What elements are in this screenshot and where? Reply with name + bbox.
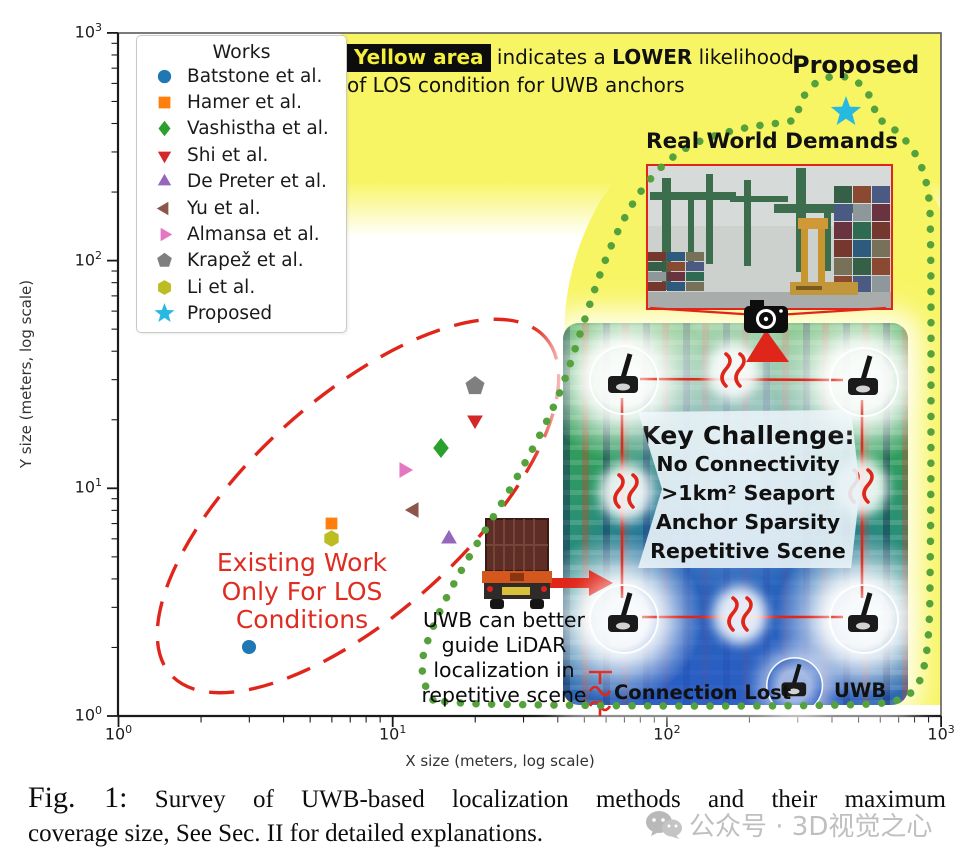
square-icon xyxy=(151,94,177,111)
y-axis-label: Y size (meters, log scale) xyxy=(17,279,35,469)
pentagon-icon xyxy=(151,252,177,269)
data-point-hexagon xyxy=(322,529,341,548)
yellow-area-note: Yellow area indicates a LOWER likelihood… xyxy=(347,44,794,97)
legend-item-label: Shi et al. xyxy=(187,144,269,166)
y-tick-label: 103 xyxy=(74,20,102,42)
x-tick-label: 102 xyxy=(653,723,681,744)
proposed-label: Proposed xyxy=(792,51,920,79)
legend-item: Vashistha et al. xyxy=(137,116,346,142)
legend-item-label: Yu et al. xyxy=(187,197,261,219)
existing-work-note: Existing Work Only For LOS Conditions xyxy=(216,548,388,634)
legend-item: Yu et al. xyxy=(137,195,346,221)
x-tick-label: 103 xyxy=(927,723,955,744)
photo-projection-lines xyxy=(649,306,887,317)
los-ellipse xyxy=(155,317,561,695)
legend-item: Li et al. xyxy=(137,274,346,300)
legend-item: Krapež et al. xyxy=(137,248,346,274)
data-point-triangle-down xyxy=(465,410,485,430)
seaport-photo xyxy=(646,164,893,310)
legend-item-label: Hamer et al. xyxy=(187,92,303,114)
legend-item: Hamer et al. xyxy=(137,89,346,115)
x-tick-label: 101 xyxy=(379,723,407,744)
circle-icon xyxy=(151,68,177,85)
legend-item: Proposed xyxy=(137,301,346,327)
legend-item-label: Proposed xyxy=(187,303,273,325)
legend-item: Shi et al. xyxy=(137,142,346,168)
data-point-circle xyxy=(240,638,258,656)
triangle-down-icon xyxy=(151,147,177,164)
figure-caption: Fig. 1: Survey of UWB-based localization… xyxy=(28,781,947,847)
real-world-demands-label: Real World Demands xyxy=(646,129,898,154)
triangle-left-icon xyxy=(151,200,177,217)
x-tick-label: 100 xyxy=(104,723,133,744)
camera-beam xyxy=(746,330,789,362)
key-challenge-title: Key Challenge: xyxy=(641,421,855,450)
legend-item: Batstone et al. xyxy=(137,63,346,89)
diamond-icon xyxy=(151,120,177,137)
camera-icon xyxy=(744,300,788,333)
legend-title: Works xyxy=(212,41,271,63)
yellow-area-chip: Yellow area xyxy=(347,44,491,72)
triangle-right-icon xyxy=(151,226,177,243)
uwb-device-label: UWB xyxy=(834,679,887,702)
legend-item-label: De Preter et al. xyxy=(187,171,327,193)
legend-item: De Preter et al. xyxy=(137,169,346,195)
hexagon-icon xyxy=(151,279,177,296)
connection-lost-label: Connection Lost xyxy=(614,681,792,704)
caption-label: Fig. 1: xyxy=(28,781,128,814)
legend-item-label: Batstone et al. xyxy=(187,65,323,87)
uwb-guide-note: UWB can better guide LiDAR localization … xyxy=(421,608,587,707)
key-challenge-banner: Key Challenge: No Connectivity >1km² Sea… xyxy=(638,409,860,569)
data-point-pentagon xyxy=(464,375,486,397)
data-point-triangle-up xyxy=(439,529,459,549)
triangle-up-icon xyxy=(151,173,177,190)
proposed-region-outline xyxy=(418,72,935,710)
legend-item-label: Li et al. xyxy=(187,276,256,298)
legend-item-label: Almansa et al. xyxy=(187,224,320,246)
data-point-square xyxy=(323,515,340,532)
data-point-triangle-left xyxy=(404,500,424,520)
x-axis-label: X size (meters, log scale) xyxy=(405,752,595,770)
axis-ticks xyxy=(107,32,942,727)
container-truck xyxy=(480,517,564,619)
legend-item-label: Krapež et al. xyxy=(187,250,304,272)
y-tick-label: 101 xyxy=(74,476,102,497)
legend: Works Batstone et al. Hamer et al. Vashist… xyxy=(136,35,347,333)
data-point-star xyxy=(830,95,862,128)
star-icon xyxy=(151,303,177,324)
y-tick-label: 100 xyxy=(74,704,102,725)
data-point-diamond xyxy=(430,437,452,459)
watermark: 公众号 · 3D视觉之心 xyxy=(645,806,932,843)
y-tick-label: 102 xyxy=(74,248,102,269)
legend-item: Almansa et al. xyxy=(137,221,346,247)
wechat-icon xyxy=(646,810,682,839)
legend-item-label: Vashistha et al. xyxy=(187,118,329,140)
data-point-triangle-right xyxy=(394,460,414,480)
